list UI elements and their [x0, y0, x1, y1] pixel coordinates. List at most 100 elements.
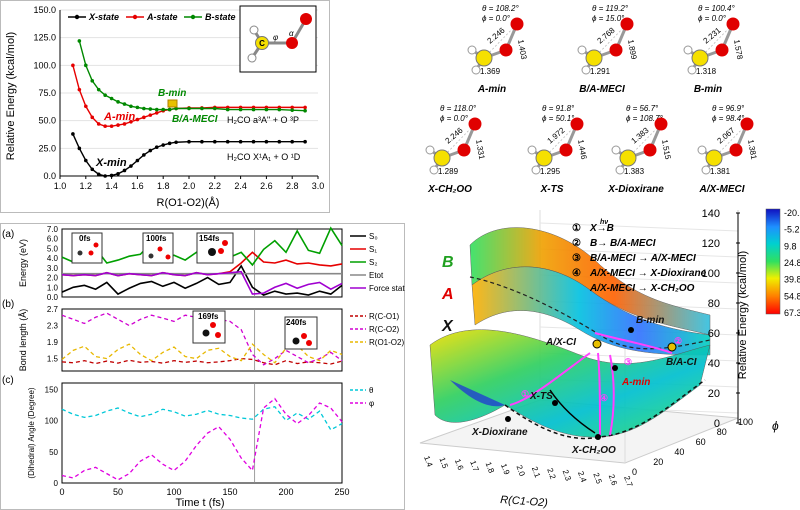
data-point	[122, 102, 127, 106]
step-marker-4: ④	[600, 393, 608, 403]
oxygen-atom	[643, 143, 657, 157]
oxygen-atom	[499, 43, 513, 57]
legend-label: Force state	[369, 284, 405, 293]
y-tick-label: 150.0	[33, 5, 56, 15]
oxygen-atom	[620, 17, 634, 31]
series-line	[61, 270, 343, 295]
y-tick-label: 60	[696, 437, 706, 447]
bond-length: 1.381	[746, 139, 758, 161]
y-axis-label-phi: ϕ	[772, 419, 779, 433]
data-point	[213, 106, 217, 111]
z-tick-label: 100	[702, 268, 720, 280]
data-point	[77, 146, 82, 151]
structure-a-min: θ = 108.2°ϕ = 0.0° 2.246 1.403 1.369 A-min	[467, 4, 528, 95]
y-tick-label: 100.0	[33, 60, 56, 70]
snapshot-154fs: 154fs	[196, 232, 234, 264]
carbon-atom	[585, 49, 603, 67]
x-tick-label: 100	[166, 487, 181, 497]
x-tick-label: 1.0	[54, 181, 67, 191]
data-point	[84, 104, 88, 109]
bond-length: 2.246	[444, 125, 466, 145]
legend-step-number: ①	[572, 223, 581, 234]
data-point	[277, 107, 282, 112]
series-line	[61, 397, 343, 481]
structure-a-x-meci: θ = 96.9°ϕ = 98.4° 2.067 1.381 1.381 A/X-MEC…	[697, 104, 758, 195]
data-point	[103, 174, 107, 178]
phi-value: ϕ = 0.0°	[698, 14, 727, 23]
data-point	[187, 139, 191, 144]
structure-name: A/X-MECI	[699, 184, 745, 195]
legend-label: Etot	[369, 271, 384, 280]
x-tick-label: 2.0	[514, 464, 526, 478]
x-tick-label: 250	[334, 487, 349, 497]
colorbar-tick-label: 9.8	[784, 241, 797, 251]
data-point	[71, 63, 75, 68]
x-tick-label: 1.8	[484, 461, 496, 475]
carbon-atom	[433, 149, 451, 167]
colorbar-tick-label: 54.8	[784, 291, 800, 301]
chart-legend: X-state A-state B-state	[68, 12, 236, 22]
data-point	[77, 87, 82, 92]
data-point	[116, 100, 120, 104]
y-tick-label: 0	[632, 467, 637, 477]
data-point	[77, 39, 82, 43]
point-label-x-ts: X-TS	[529, 391, 553, 402]
bond-length: 1.383	[630, 125, 652, 145]
colorbar-tick-label: -5.2	[784, 225, 800, 235]
pes-3d-surface-chart: B A X B-min A/X-CI B/A-CI A-min X-TS X-D…	[419, 208, 800, 509]
x-tick-label: 1.4	[105, 181, 118, 191]
legend-label: R(C-O1)	[369, 312, 400, 321]
bond-length: 1.403	[516, 39, 528, 61]
data-point	[116, 171, 120, 176]
bond-length: 2.067	[716, 125, 738, 145]
x-tick-label: 2.2	[545, 467, 557, 481]
pes-1d-chart: 0.0 25.0 50.0 75.0 100.0 125.0 150.0 1.0 1.2 1.4 1…	[0, 0, 330, 213]
data-point	[135, 117, 140, 122]
oxygen-atom	[457, 143, 471, 157]
z-axis-label: Relative Energy (kcal/mol)	[737, 251, 749, 379]
oxygen-atom	[654, 117, 668, 131]
x-tick-label: 2.5	[591, 472, 603, 486]
theta-value: θ = 91.8°	[542, 104, 575, 113]
bond-length: 1.291	[590, 67, 611, 76]
data-point	[303, 105, 307, 110]
x-tick-label: 1.5	[438, 456, 450, 470]
bond-length: 1.331	[474, 139, 486, 161]
oxygen-atom	[609, 43, 623, 57]
data-point	[290, 105, 295, 110]
data-point	[148, 148, 153, 153]
oxygen-atom	[510, 17, 524, 31]
y-tick-label: 2.0	[47, 274, 59, 283]
data-point	[167, 141, 172, 146]
data-point	[225, 139, 230, 144]
y-tick-label: 100	[45, 417, 59, 426]
energy-legend: S₀ S₁ S₂ Etot Force state R(C-O1) R(C-O2) R(O1-…	[350, 232, 405, 408]
data-point	[213, 139, 217, 144]
colorbar	[765, 208, 781, 315]
colorbar-tick-label: 67.3	[784, 308, 800, 318]
structure-x-ts: θ = 91.8°ϕ = 50.1° 1.972 1.446 1.295 X-TS	[527, 104, 588, 195]
theta-value: θ = 108.2°	[482, 4, 519, 13]
bond-length: 1.295	[540, 167, 561, 176]
data-point	[174, 140, 178, 145]
inset-phi-label: φ	[273, 33, 278, 42]
y-tick-label: 0.0	[47, 293, 59, 302]
data-point	[187, 106, 191, 111]
data-point	[116, 123, 120, 127]
carbon-atom	[619, 149, 637, 167]
x-axis-label-time: Time t (fs)	[175, 497, 224, 509]
legend-step-text: X→B	[589, 223, 614, 234]
legend-label: S₂	[369, 258, 377, 267]
structure-name: X-CH₂OO	[427, 184, 472, 195]
structure-b-a-meci: θ = 119.2°ϕ = 15.0° 2.768 1.899 1.291 B/A-ME…	[577, 4, 638, 95]
snapshot-label-0fs: 0fs	[79, 234, 91, 243]
annotation-h2co-singlet: H₂CO X¹A₁ + O ¹D	[227, 152, 301, 162]
data-point	[122, 168, 127, 173]
data-point	[290, 108, 295, 112]
data-point	[142, 153, 146, 157]
step-marker-1: ①	[521, 389, 529, 399]
snapshot-label-240fs: 240fs	[286, 318, 307, 327]
data-point	[148, 113, 153, 117]
z-tick-label: 40	[708, 358, 720, 370]
data-point	[90, 79, 95, 83]
